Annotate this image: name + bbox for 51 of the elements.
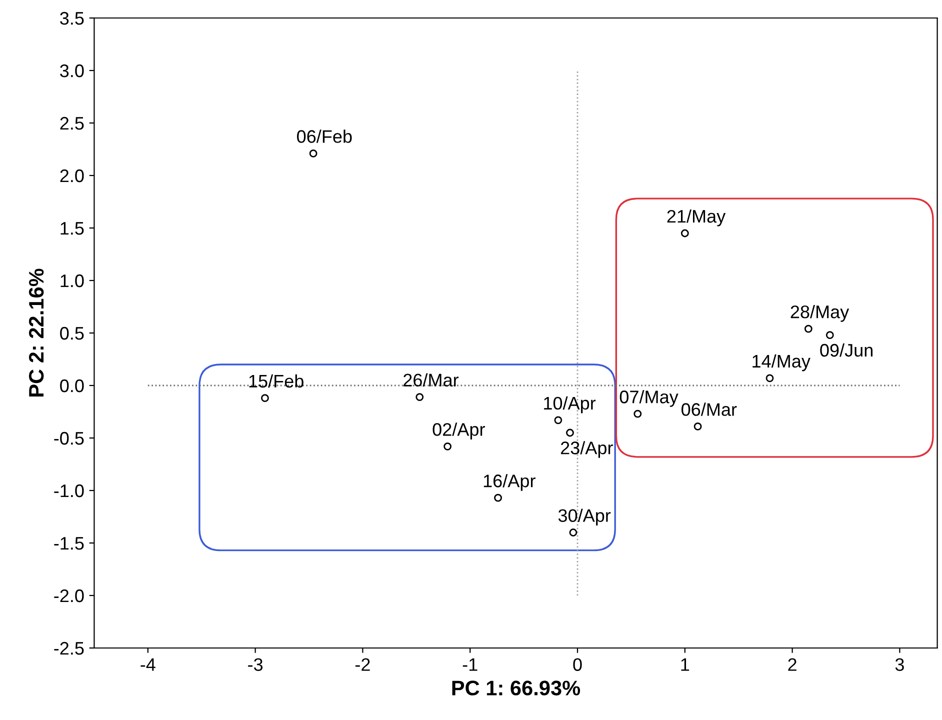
x-tick-label: 3	[895, 658, 904, 671]
x-tick-label: 0	[573, 658, 582, 671]
x-tick-label: -1	[462, 658, 478, 671]
y-tick-label: -2.5	[54, 642, 84, 655]
x-tick-label: 2	[788, 658, 796, 671]
y-tick-label: 2.5	[60, 116, 84, 130]
point	[494, 494, 502, 502]
annotation: 02/Apr	[432, 422, 485, 440]
annotation: 10/Apr	[544, 396, 596, 414]
annotation: 28/May	[790, 305, 850, 322]
annotation: 21/May	[667, 209, 726, 226]
annotation: 23/Apr	[560, 441, 613, 458]
point	[309, 150, 318, 158]
annotation: 06/Mar	[682, 402, 737, 416]
annotation: 30/Apr	[558, 508, 611, 526]
y-axis-title: PC 2: 22.16%	[28, 268, 44, 396]
y-tick-label: 0.0	[60, 379, 84, 392]
x-tick-label: -4	[140, 658, 156, 671]
y-tick-label: 1.5	[60, 222, 84, 235]
point	[569, 528, 578, 536]
x-tick-label: -2	[355, 658, 370, 671]
y-tick-label: 3.0	[60, 64, 84, 78]
point	[554, 416, 562, 424]
annotation: 16/Apr	[484, 474, 536, 491]
annotation: 26/Mar	[404, 373, 459, 387]
annotation: 14/May	[752, 354, 810, 372]
annotation: 09/Jun	[820, 343, 872, 357]
point	[826, 331, 834, 340]
annotation: 15/Feb	[249, 374, 304, 388]
point	[444, 442, 452, 450]
point	[634, 410, 642, 418]
point	[804, 324, 812, 333]
x-tick-label: 1	[681, 658, 690, 671]
y-tick-label: 0.5	[60, 326, 84, 340]
point	[680, 229, 689, 238]
y-tick-label: -1.0	[54, 484, 84, 498]
x-tick-label: -3	[248, 658, 263, 671]
point	[566, 428, 574, 437]
annotation: 06/Feb	[297, 130, 352, 143]
y-tick-label: 1.0	[60, 274, 84, 288]
y-tick-label: -0.5	[54, 432, 84, 445]
y-tick-label: -1.5	[54, 537, 84, 550]
point	[694, 422, 702, 430]
y-tick-label: 3.5	[60, 12, 84, 25]
y-tick-label: -2.0	[54, 589, 84, 602]
x-axis-title: PC 1: 66.93%	[452, 680, 580, 696]
annotation: 07/May	[620, 390, 678, 407]
point	[416, 393, 424, 401]
y-tick-label: 2.0	[60, 169, 84, 182]
point	[261, 394, 269, 402]
point	[766, 374, 774, 382]
